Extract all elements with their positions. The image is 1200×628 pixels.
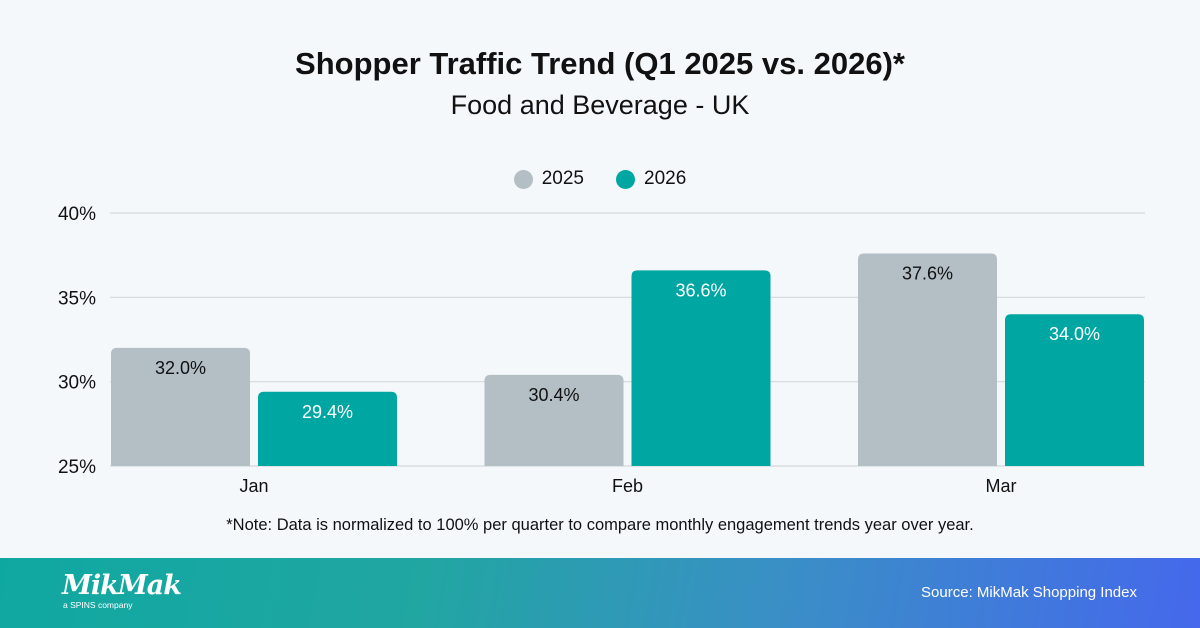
footer-banner: MikMak a SPINS company Source: MikMak Sh… (0, 558, 1200, 628)
data-label: 32.0% (155, 358, 206, 378)
data-label: 30.4% (528, 385, 579, 405)
x-tick-label: Mar (986, 476, 1017, 496)
legend-swatch-2026 (616, 169, 635, 189)
bar-2025-Mar (858, 253, 997, 466)
legend-label-2025: 2025 (541, 168, 584, 189)
chart-subtitle: Food and Beverage - UK (450, 90, 750, 120)
legend-swatch-2025 (513, 169, 533, 189)
legend-label-2026: 2026 (644, 168, 687, 189)
data-label: 29.4% (302, 402, 353, 422)
x-tick-label: Jan (239, 476, 268, 496)
y-tick-label: 25% (58, 457, 96, 478)
data-label: 34.0% (1049, 324, 1100, 344)
legend: 2025 2026 (0, 168, 1200, 190)
bar-2026-Mar (1005, 314, 1144, 466)
data-label: 36.6% (675, 280, 726, 300)
source-text: Source: MikMak Shopping Index (921, 584, 1137, 601)
legend-item-2026: 2026 (616, 168, 686, 190)
bar-2026-Jan (258, 391, 397, 466)
y-tick-label: 30% (58, 373, 96, 394)
bar-2025-Jan (111, 347, 250, 466)
y-tick-label: 40% (58, 204, 96, 225)
bar-2026-Feb (631, 270, 771, 466)
x-tick-label: Feb (612, 476, 643, 496)
mikmak-logo: MikMak a SPINS company (62, 570, 182, 611)
data-label: 37.6% (902, 263, 953, 283)
chart-title: Shopper Traffic Trend (Q1 2025 vs. 2026)… (295, 46, 905, 81)
footnote: *Note: Data is normalized to 100% per qu… (226, 516, 974, 534)
legend-item-2025: 2025 (513, 168, 584, 190)
bar-2025-Feb (484, 374, 624, 466)
y-tick-label: 35% (58, 288, 96, 309)
